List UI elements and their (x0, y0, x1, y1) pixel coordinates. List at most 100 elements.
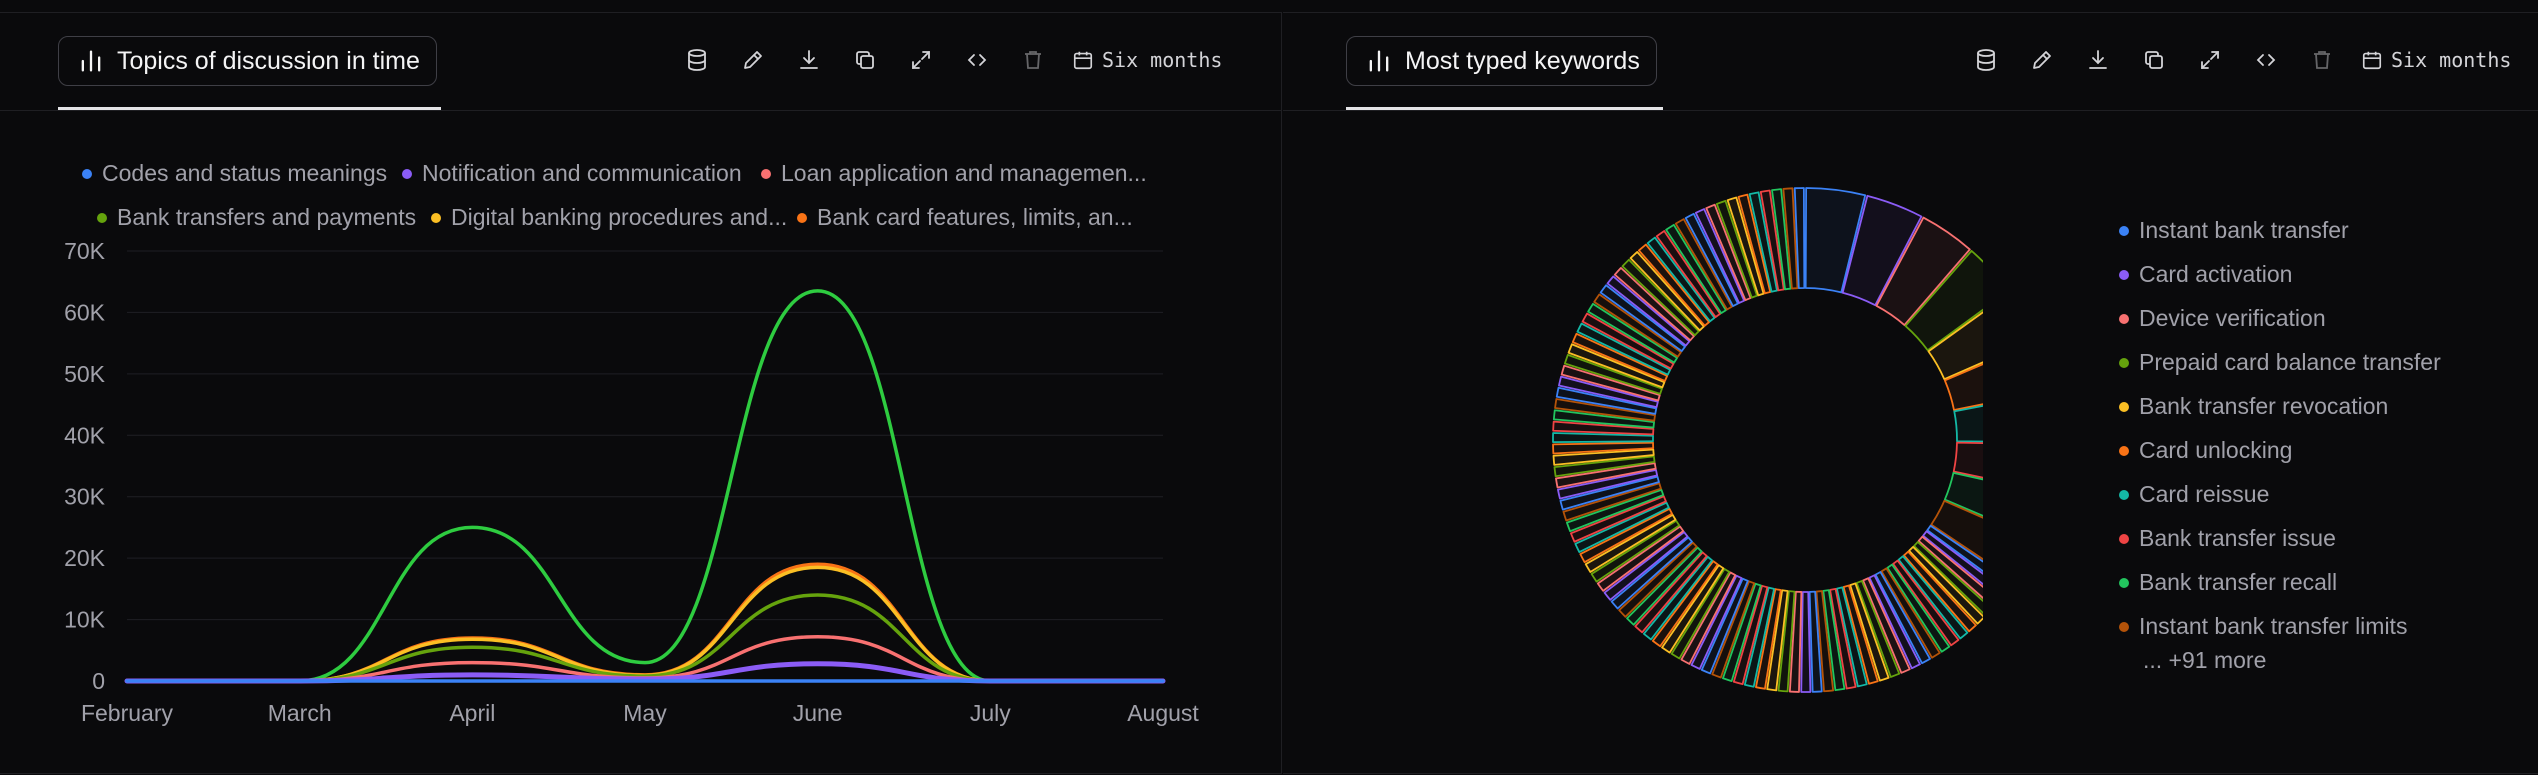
donut-slice[interactable] (1557, 469, 1659, 500)
donut-slice[interactable] (1563, 353, 1663, 395)
donut-slice[interactable] (1684, 212, 1739, 308)
donut-slice[interactable] (1804, 187, 1867, 294)
donut-slice[interactable] (1613, 266, 1695, 342)
legend-item[interactable]: Bank card features, limits, an... (797, 204, 1133, 231)
legend-item[interactable]: Instant bank transfer limits (2119, 613, 2407, 640)
donut-slice[interactable] (1610, 536, 1693, 610)
legend-more[interactable]: ... +91 more (2143, 647, 2266, 674)
donut-slice[interactable] (1748, 191, 1778, 293)
donut-slice[interactable] (1552, 420, 1655, 436)
legend-item[interactable]: Codes and status meanings (82, 160, 387, 187)
donut-slice[interactable] (1590, 519, 1681, 583)
donut-slice[interactable] (1874, 571, 1931, 665)
donut-slice[interactable] (1880, 567, 1941, 659)
donut-slice[interactable] (1711, 580, 1756, 679)
donut-slice[interactable] (1670, 568, 1731, 660)
donut-slice[interactable] (1606, 275, 1691, 347)
donut-slice[interactable] (1917, 535, 1983, 608)
legend-item[interactable]: Bank transfer issue (2119, 525, 2336, 552)
donut-slice[interactable] (1927, 293, 1983, 381)
donut-slice[interactable] (1903, 550, 1977, 633)
donut-slice[interactable] (1908, 546, 1983, 625)
donut-slice[interactable] (1603, 531, 1689, 601)
expand-button[interactable] (904, 43, 938, 77)
legend-item[interactable]: Bank transfer recall (2119, 569, 2337, 596)
donut-slice[interactable] (1800, 591, 1812, 693)
donut-slice[interactable] (1621, 258, 1700, 337)
donut-slice[interactable] (1788, 590, 1803, 693)
donut-slice[interactable] (1922, 530, 1983, 598)
donut-slice[interactable] (1626, 546, 1703, 626)
embed-code-button[interactable] (2249, 43, 2283, 77)
duplicate-button[interactable] (848, 43, 882, 77)
download-button[interactable] (792, 43, 826, 77)
legend-item[interactable]: Digital banking procedures and... (431, 204, 787, 231)
donut-slice[interactable] (1782, 187, 1799, 290)
donut-slice[interactable] (1552, 409, 1655, 429)
legend-item[interactable]: Device verification (2119, 305, 2326, 332)
delete-button[interactable] (1016, 43, 1050, 77)
donut-slice[interactable] (1655, 230, 1721, 318)
donut-slice[interactable] (1892, 559, 1960, 647)
donut-slice[interactable] (1694, 208, 1746, 304)
donut-slice[interactable] (1596, 525, 1685, 592)
donut-slice[interactable] (1835, 586, 1868, 688)
donut-slice[interactable] (1886, 563, 1951, 653)
donut-slice[interactable] (1553, 455, 1656, 478)
edit-button[interactable] (736, 43, 770, 77)
donut-slice[interactable] (1599, 284, 1686, 352)
series-line[interactable] (125, 289, 1165, 683)
donut-slice[interactable] (1555, 386, 1658, 415)
embed-code-button[interactable] (960, 43, 994, 77)
donut-slice[interactable] (1875, 216, 1971, 326)
donut-slice[interactable] (1897, 555, 1969, 640)
legend-item[interactable]: Bank transfers and payments (97, 204, 416, 231)
donut-slice[interactable] (1943, 341, 1983, 411)
donut-slice[interactable] (1815, 590, 1835, 693)
donut-slice[interactable] (1904, 249, 1983, 352)
donut-slice[interactable] (1766, 589, 1789, 692)
donut-slice[interactable] (1926, 524, 1983, 590)
series-line[interactable] (125, 593, 1165, 683)
donut-slice[interactable] (1862, 577, 1911, 674)
donut-slice[interactable] (1560, 364, 1661, 402)
donut-slice[interactable] (1737, 193, 1772, 295)
donut-slice[interactable] (1822, 589, 1846, 692)
donut-slice[interactable] (1646, 236, 1716, 323)
edit-button[interactable] (2025, 43, 2059, 77)
donut-slice[interactable] (1554, 398, 1656, 422)
duplicate-button[interactable] (2137, 43, 2171, 77)
donut-slice[interactable] (1829, 587, 1857, 690)
donut-slice[interactable] (1559, 475, 1660, 511)
donut-slice[interactable] (1680, 571, 1737, 665)
donut-slice[interactable] (1700, 577, 1749, 675)
legend-item[interactable]: Card reissue (2119, 481, 2269, 508)
donut-slice[interactable] (1722, 582, 1762, 682)
legend-item[interactable]: Bank transfer revocation (2119, 393, 2388, 420)
donut-slice[interactable] (1567, 343, 1666, 389)
donut-slice[interactable] (1581, 312, 1675, 370)
donut-slice[interactable] (1587, 302, 1678, 364)
delete-button[interactable] (2305, 43, 2339, 77)
legend-item[interactable]: Loan application and managemen... (761, 160, 1147, 187)
datasource-button[interactable] (1969, 43, 2003, 77)
donut-slice[interactable] (1555, 462, 1657, 489)
donut-slice[interactable] (1552, 441, 1655, 455)
donut-slice[interactable] (1913, 541, 1983, 616)
donut-slice[interactable] (1930, 499, 1983, 580)
time-range-selector[interactable]: Six months (2361, 48, 2511, 72)
donut-slice[interactable] (1743, 586, 1775, 688)
donut-slice[interactable] (1579, 507, 1673, 564)
donut-slice[interactable] (1715, 199, 1758, 299)
donut-slice[interactable] (1726, 196, 1765, 297)
donut-slice[interactable] (1642, 555, 1714, 641)
datasource-button[interactable] (680, 43, 714, 77)
donut-slice[interactable] (1759, 189, 1785, 292)
keywords-title-tab[interactable]: Most typed keywords (1346, 36, 1657, 86)
donut-slice[interactable] (1558, 375, 1659, 409)
donut-slice[interactable] (1953, 393, 1983, 443)
donut-slice[interactable] (1661, 564, 1725, 654)
expand-button[interactable] (2193, 43, 2227, 77)
donut-slice[interactable] (1868, 574, 1921, 670)
donut-slice[interactable] (1552, 432, 1654, 444)
